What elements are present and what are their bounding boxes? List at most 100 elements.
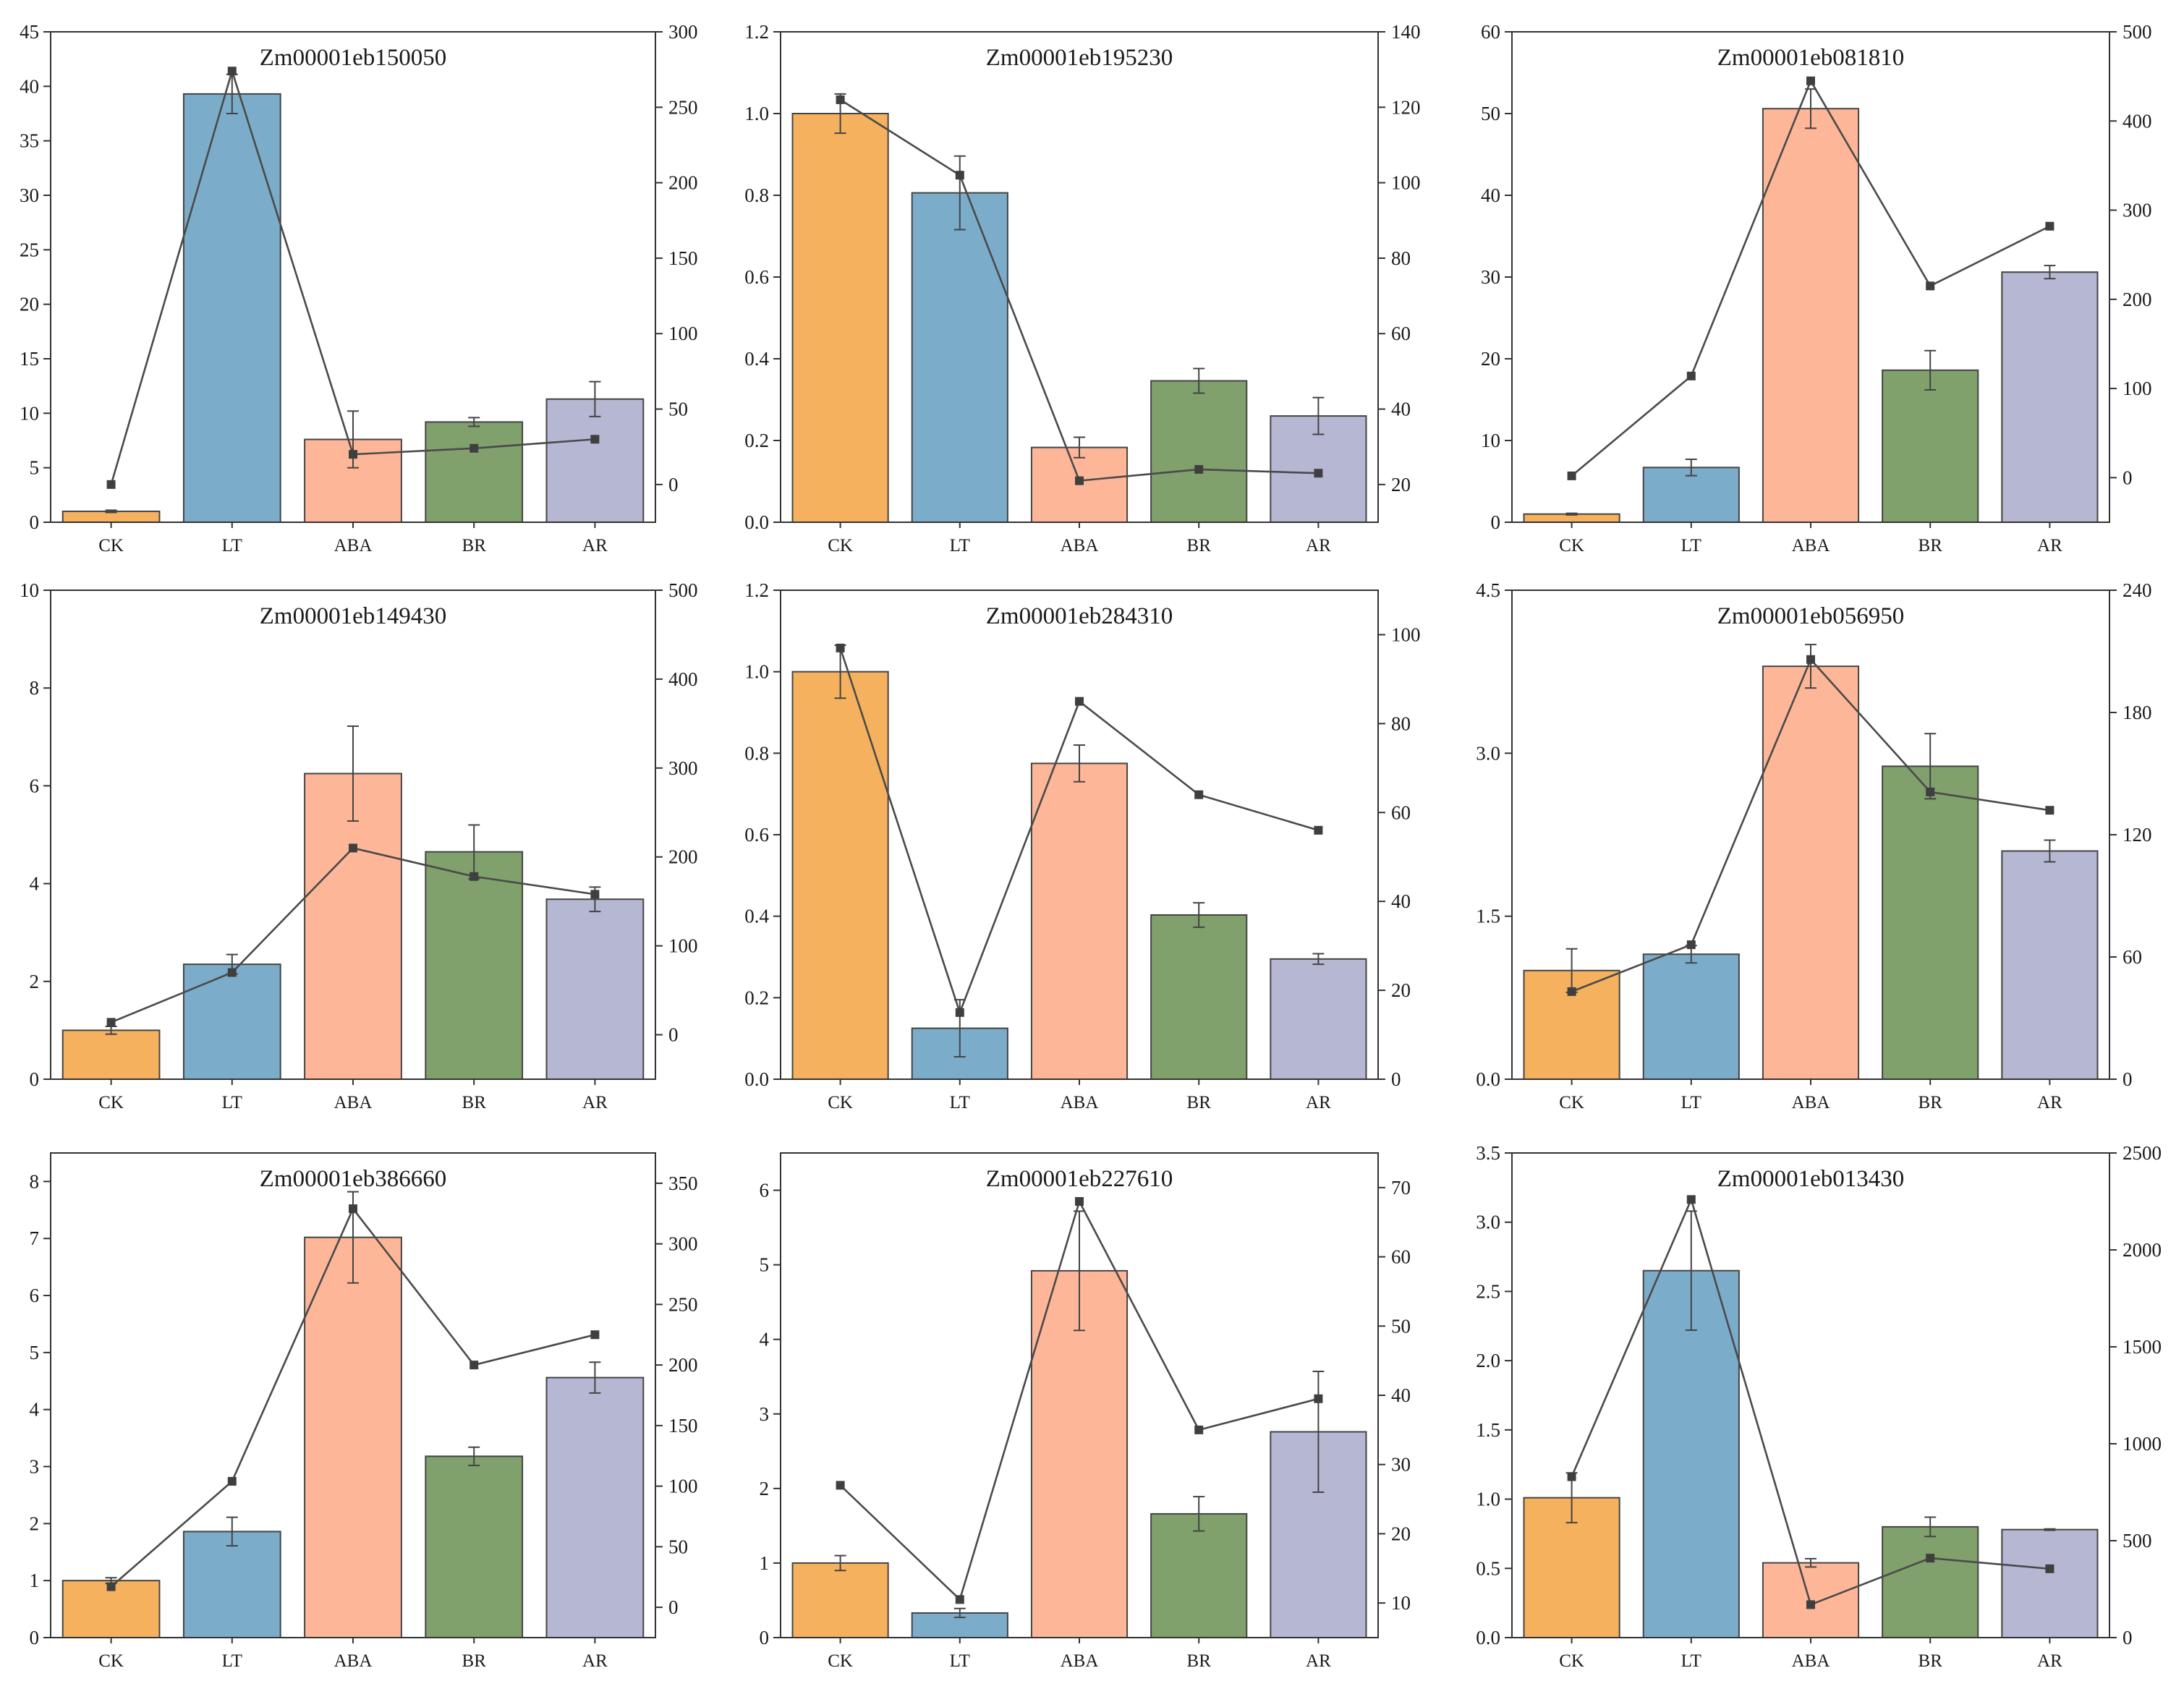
category-label: LT <box>222 536 242 556</box>
chart-panel-3: 0 10 20 30 40 50 60 0 100 200 300 400 500 CK LT ABA BR AR… <box>1481 21 2152 556</box>
chart-title: Zm00001eb195230 <box>986 45 1173 71</box>
error-bar-lt <box>953 155 966 231</box>
left-axis-tick-label: 0 <box>30 1068 40 1090</box>
plot-frame <box>780 31 1379 523</box>
right-axis-tick-label: 500 <box>2123 21 2152 43</box>
line-point-br <box>1194 790 1204 799</box>
error-bar-br <box>1193 1496 1205 1532</box>
line-point-aba <box>1806 76 1815 85</box>
line-point-br <box>469 872 479 881</box>
error-bar-br <box>1924 349 1937 391</box>
right-axis-tick-label: 250 <box>668 1293 698 1315</box>
right-axis-tick-label: 0 <box>2123 1068 2133 1090</box>
left-axis-tick-label: 1 <box>760 1552 770 1574</box>
left-axis-tick-label: 0 <box>1491 511 1501 533</box>
error-bar-lt <box>226 1516 238 1547</box>
chart-panel-5: 0.0 0.2 0.4 0.6 0.8 1.0 1.2 0 20 40 60 80 100 CK LT ABA… <box>744 579 1420 1112</box>
line-point-ar <box>1314 825 1323 835</box>
left-axis-tick-label: 10 <box>20 402 39 424</box>
line-point-ck <box>836 1481 845 1490</box>
left-axis-tick-label: 40 <box>20 75 39 97</box>
chart-panel-2: 0.0 0.2 0.4 0.6 0.8 1.0 1.2 20 40 60 80 100 120 140 CK… <box>744 21 1420 556</box>
right-axis-tick-label: 0 <box>668 1596 679 1618</box>
category-label: ABA <box>1792 1093 1830 1112</box>
right-axis-tick-label: 40 <box>1391 1384 1411 1406</box>
left-axis-tick-label: 1.0 <box>744 661 769 683</box>
category-label: CK <box>98 1651 124 1671</box>
left-axis-tick-label: 2 <box>30 971 40 992</box>
bar-ar <box>2001 1528 2099 1639</box>
bar-br <box>425 851 524 1081</box>
left-axis-tick-label: 0.4 <box>744 906 769 927</box>
left-axis-tick-label: 60 <box>1481 21 1500 43</box>
plot-frame <box>50 590 656 1080</box>
line-point-br <box>1926 787 1935 796</box>
category-label: CK <box>1559 1093 1584 1112</box>
category-label: CK <box>98 536 124 556</box>
bar-lt <box>1642 467 1740 523</box>
category-label: ABA <box>1061 536 1099 556</box>
line-point-ar <box>590 435 600 444</box>
right-axis-tick-label: 200 <box>668 846 698 868</box>
left-axis-tick-label: 15 <box>20 348 39 370</box>
bar-lt <box>911 192 1008 523</box>
error-bar-ck <box>1565 512 1578 516</box>
bar-br <box>1150 1512 1248 1639</box>
right-axis-tick-label: 120 <box>1391 96 1421 118</box>
left-axis-tick-label: 3.5 <box>1476 1142 1500 1164</box>
right-axis-tick-label: 400 <box>2123 110 2152 132</box>
plot-frame <box>780 590 1379 1080</box>
line-point-ar <box>2045 221 2055 231</box>
category-label: AR <box>582 536 608 556</box>
right-axis-tick-label: 150 <box>668 1415 698 1437</box>
plot-frame <box>780 1152 1379 1638</box>
right-axis-tick-label: 50 <box>668 1536 688 1557</box>
bar-aba <box>1030 1269 1129 1639</box>
right-axis-tick-label: 100 <box>2123 378 2152 399</box>
left-axis-tick-label: 1.2 <box>744 21 769 43</box>
right-axis-tick-label: 2500 <box>2123 1142 2162 1164</box>
right-axis-tick-label: 100 <box>1391 624 1421 645</box>
right-axis-tick-label: 0 <box>2123 467 2133 488</box>
bar-aba <box>304 1236 402 1638</box>
bar-lt <box>182 1531 281 1638</box>
line-point-ck <box>836 95 845 104</box>
line-point-ck <box>1567 1472 1576 1481</box>
bar-ck <box>791 113 889 523</box>
line-point-lt <box>1686 371 1696 380</box>
line-point-ck <box>106 1018 116 1027</box>
right-axis-tick-label: 500 <box>2123 1530 2152 1552</box>
chart-title: Zm00001eb013430 <box>1717 1166 1904 1192</box>
right-axis-tick-label: 70 <box>1391 1177 1411 1199</box>
plot-frame <box>1511 31 2110 523</box>
right-axis-tick-label: 0 <box>668 474 679 495</box>
right-axis-tick-label: 120 <box>2123 824 2152 846</box>
left-axis-tick-label: 0.6 <box>744 824 769 846</box>
error-bar-ar <box>589 1361 601 1394</box>
category-label: LT <box>222 1651 242 1671</box>
right-axis-tick-label: 2000 <box>2123 1239 2162 1261</box>
category-label: CK <box>828 536 853 556</box>
error-bar-ck <box>834 1554 846 1572</box>
left-axis-tick-label: 6 <box>30 1285 40 1306</box>
bar-aba <box>1762 108 1860 524</box>
error-bar-lt <box>1685 458 1697 477</box>
left-axis-tick-label: 10 <box>1481 430 1500 451</box>
right-axis-tick-label: 500 <box>668 579 698 601</box>
plot-frame <box>1511 590 2110 1080</box>
line-point-lt <box>1686 940 1696 950</box>
line-point-lt <box>227 968 237 977</box>
line-point-aba <box>1075 697 1084 706</box>
chart-title: Zm00001eb386660 <box>260 1166 446 1192</box>
left-axis-tick-label: 0.8 <box>744 742 769 764</box>
right-axis-tick-label: 240 <box>2123 579 2152 601</box>
right-axis-tick-label: 60 <box>1391 801 1411 823</box>
bar-lt <box>182 963 281 1081</box>
left-axis-tick-label: 4 <box>30 873 40 895</box>
left-axis-tick-label: 0 <box>30 1627 40 1648</box>
line-point-ar <box>590 1330 600 1340</box>
category-label: AR <box>2037 536 2062 556</box>
left-axis-tick-label: 20 <box>1481 348 1500 370</box>
left-axis-tick-label: 1 <box>30 1570 40 1591</box>
bar-ar <box>545 398 645 523</box>
